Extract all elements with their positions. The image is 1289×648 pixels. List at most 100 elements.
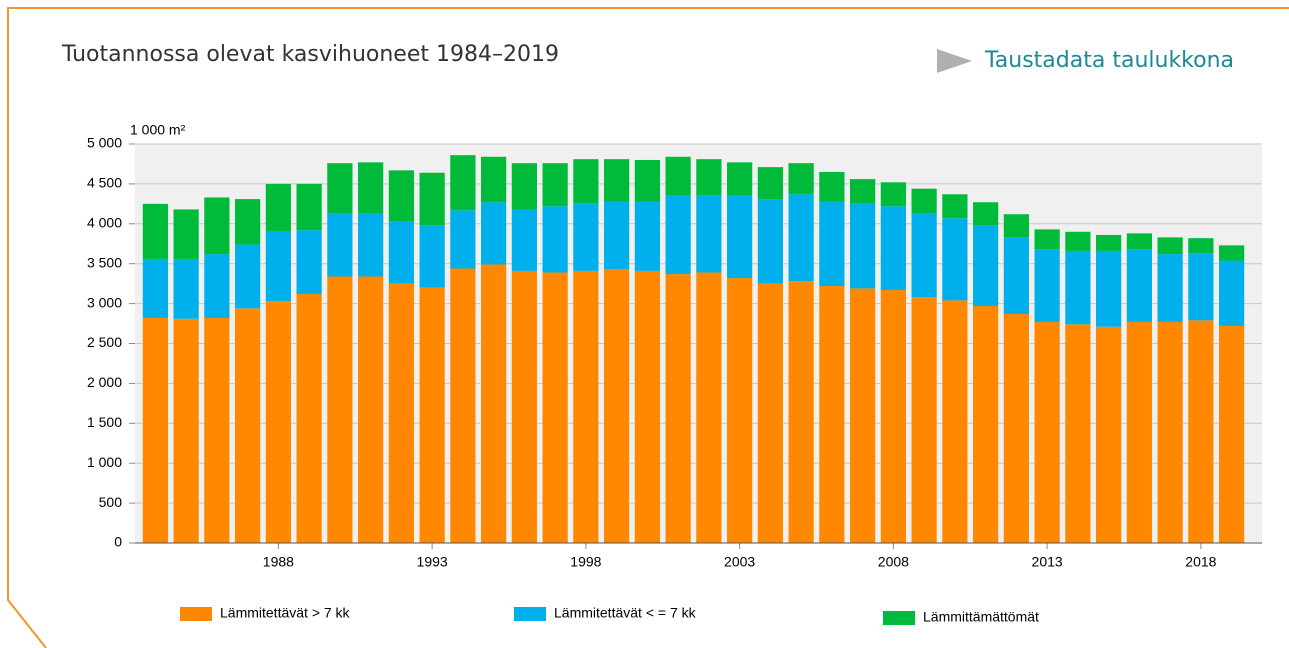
bar-segment — [204, 254, 230, 318]
bar-segment — [204, 197, 230, 255]
bar-segment — [358, 162, 384, 214]
bar-segment — [665, 274, 691, 543]
bar-segment — [880, 206, 906, 291]
bar-segment — [757, 167, 783, 200]
bar-segment — [358, 213, 384, 277]
x-tick-label: 2003 — [724, 554, 755, 570]
bar-segment — [696, 272, 722, 543]
bar-segment — [173, 258, 199, 319]
bar-segment — [173, 318, 199, 543]
bar-segment — [573, 270, 599, 543]
bar-segment — [788, 194, 814, 282]
bar-segment — [1157, 237, 1183, 255]
bar-segment — [1188, 320, 1214, 543]
bar-segment — [265, 301, 291, 543]
bar-segment — [1034, 321, 1060, 543]
y-tick-label: 3 000 — [87, 294, 122, 310]
bar-segment — [235, 244, 261, 309]
bar-segment — [573, 203, 599, 271]
bar-segment — [388, 283, 414, 543]
bar-segment — [788, 163, 814, 195]
bar-segment — [542, 272, 568, 543]
bar-segment — [1219, 260, 1245, 326]
bar-segment — [1188, 238, 1214, 254]
bar-segment — [1034, 249, 1060, 322]
bar-segment — [265, 183, 291, 231]
bar-segment — [450, 155, 476, 211]
bar-segment — [1188, 253, 1214, 321]
bar-segment — [819, 286, 845, 543]
x-tick-label: 1993 — [417, 554, 448, 570]
bar-segment — [142, 258, 168, 318]
bar-segment — [819, 171, 845, 202]
legend-swatch — [180, 607, 212, 621]
bar-segment — [757, 283, 783, 543]
bar-segment — [450, 210, 476, 269]
bar-segment — [419, 225, 445, 288]
bar-segment — [235, 199, 261, 245]
bar-segment — [973, 305, 999, 543]
bar-segment — [204, 317, 230, 543]
link-text[interactable]: Taustadata taulukkona — [984, 48, 1234, 73]
y-tick-label: 4 500 — [87, 175, 122, 191]
bar-segment — [142, 203, 168, 259]
y-tick-label: 5 000 — [87, 135, 122, 151]
bar-segment — [1034, 229, 1060, 250]
bar-segment — [634, 159, 660, 202]
bar-segment — [850, 203, 876, 289]
bar-segment — [573, 159, 599, 204]
link-icon[interactable] — [937, 49, 972, 73]
bar-segment — [696, 159, 722, 196]
bar-segment — [235, 308, 261, 543]
legend-label: Lämmitettävät > 7 kk — [220, 605, 351, 621]
y-tick-label: 2 000 — [87, 374, 122, 390]
bar-segment — [1157, 321, 1183, 543]
bar-segment — [665, 156, 691, 196]
bar-segment — [634, 270, 660, 543]
bar-segment — [388, 170, 414, 222]
bar-segment — [942, 218, 968, 301]
bar-segment — [911, 213, 937, 298]
y-axis-label: 1 000 m² — [130, 122, 186, 138]
bar-segment — [727, 162, 753, 196]
bar-segment — [296, 230, 322, 295]
bar-segment — [942, 194, 968, 219]
bar-segment — [511, 163, 537, 210]
bar-segment — [973, 225, 999, 306]
bar-segment — [1065, 324, 1091, 543]
x-tick-label: 1988 — [263, 554, 294, 570]
bar-segment — [727, 195, 753, 279]
data-link[interactable]: Taustadata taulukkona — [937, 48, 1234, 73]
bar-segment — [850, 179, 876, 204]
bar-segment — [419, 287, 445, 543]
bar-segment — [1157, 254, 1183, 322]
bar-segment — [819, 201, 845, 287]
y-tick-label: 1 500 — [87, 414, 122, 430]
y-tick-label: 4 000 — [87, 215, 122, 231]
bar-segment — [327, 276, 353, 543]
bar-segment — [1065, 250, 1091, 325]
bar-segment — [173, 209, 199, 259]
bar-segment — [327, 163, 353, 214]
bar-segment — [1219, 325, 1245, 543]
bar-segment — [696, 195, 722, 273]
bar-segment — [880, 182, 906, 207]
bar-segment — [1065, 231, 1091, 251]
bar-segment — [419, 172, 445, 226]
x-tick-label: 2018 — [1185, 554, 1216, 570]
title: Tuotannossa olevat kasvihuoneet 1984–201… — [61, 42, 559, 67]
y-tick-label: 1 000 — [87, 454, 122, 470]
bar-segment — [1003, 313, 1029, 543]
bar-segment — [296, 183, 322, 231]
bar-segment — [511, 209, 537, 271]
bar-segment — [358, 276, 384, 543]
x-tick-label: 2013 — [1032, 554, 1063, 570]
bar-segment — [1096, 234, 1122, 251]
bar-segment — [296, 294, 322, 543]
bar-segment — [450, 268, 476, 543]
bar-segment — [665, 195, 691, 275]
x-tick-label: 2008 — [878, 554, 909, 570]
bar-segment — [1126, 233, 1152, 250]
bar-segment — [880, 290, 906, 543]
